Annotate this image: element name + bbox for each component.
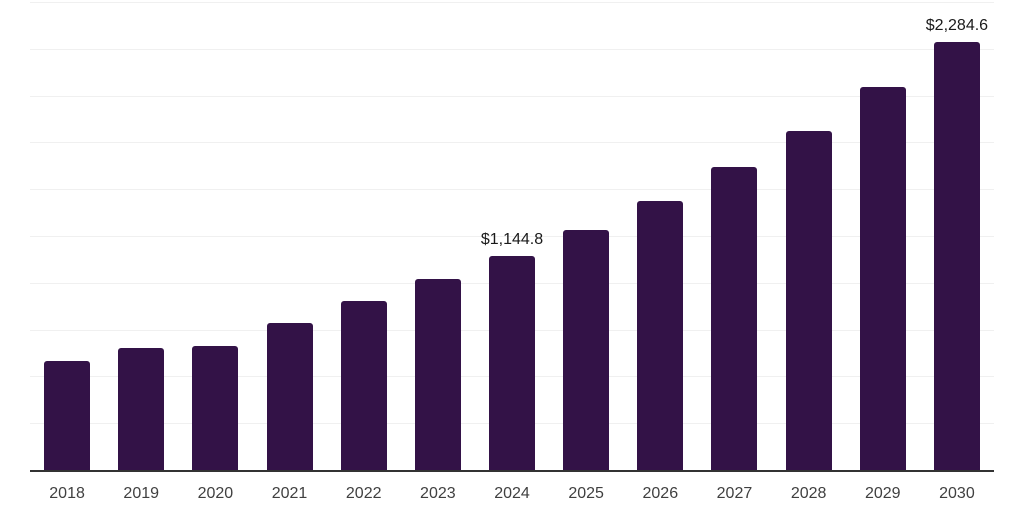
bar-2030	[933, 42, 980, 470]
bar-2028	[785, 131, 832, 470]
bar-2024	[489, 255, 535, 470]
x-tick-label-2028: 2028	[790, 485, 827, 502]
x-tick-label-2018: 2018	[49, 485, 85, 502]
x-axis-line	[30, 470, 994, 472]
x-tick-label-2026: 2026	[642, 485, 679, 502]
bar-value-label-2024: $1,144.8	[480, 230, 544, 248]
bar-2025	[563, 229, 610, 470]
x-tick-label-2023: 2023	[420, 485, 456, 502]
gridline	[30, 2, 994, 3]
x-tick-label-2019: 2019	[123, 485, 160, 502]
bar-2018	[44, 361, 91, 470]
x-tick-label-2027: 2027	[716, 485, 753, 502]
x-tick-label-2030: 2030	[939, 485, 975, 502]
bar-2022	[340, 300, 387, 470]
gridline	[30, 95, 994, 97]
gridline	[30, 189, 994, 191]
bar-2027	[711, 167, 758, 470]
x-tick-label-2020: 2020	[197, 485, 234, 502]
x-tick-label-2025: 2025	[568, 485, 604, 502]
bar-value-label-2030: $2,284.6	[925, 17, 989, 35]
bar-2023	[414, 278, 461, 470]
gridline	[30, 236, 994, 237]
x-axis-labels: 2018 2019 2020 2021 2022 2023 2024 2025 2026 2027…	[30, 484, 994, 508]
x-tick-label-2021: 2021	[271, 485, 308, 502]
x-tick-label-2024: 2024	[494, 485, 530, 502]
bar-2029	[859, 87, 906, 470]
gridline	[30, 48, 994, 50]
bar-2021	[266, 323, 313, 470]
gridline	[30, 142, 994, 144]
bar-2019	[118, 347, 165, 470]
bar-2026	[637, 200, 684, 470]
plot-area: $1,144.8 $2,284.6	[30, 2, 994, 470]
x-tick-label-2029: 2029	[864, 485, 901, 502]
x-tick-label-2022: 2022	[345, 485, 382, 502]
bar-2020	[192, 345, 239, 470]
